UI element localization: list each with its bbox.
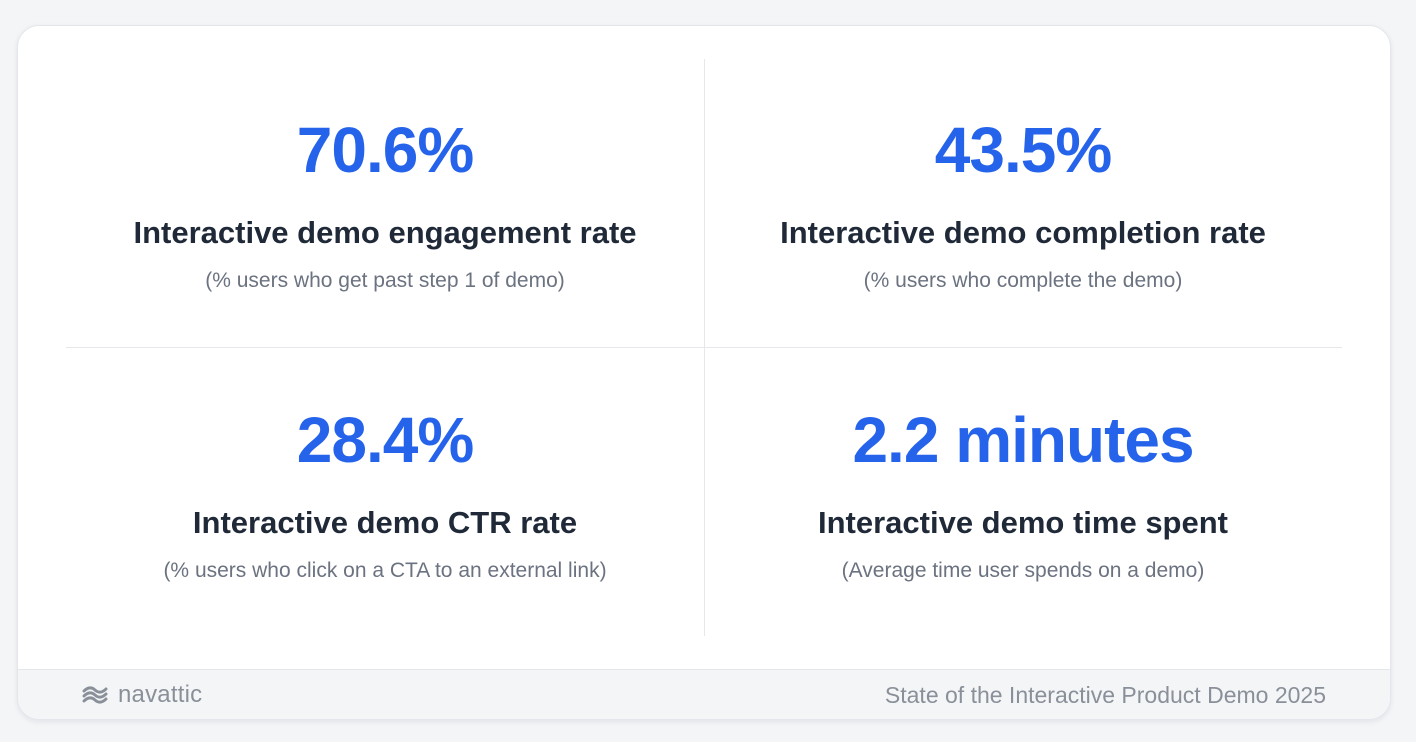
stat-label: Interactive demo completion rate (780, 215, 1266, 250)
horizontal-divider (66, 347, 1342, 348)
stat-value: 43.5% (934, 114, 1112, 186)
stat-value: 2.2 minutes (852, 404, 1194, 476)
stat-completion-rate: 43.5% Interactive demo completion rate (… (704, 118, 1342, 293)
navattic-logo-icon (82, 686, 108, 704)
stat-engagement-rate: 70.6% Interactive demo engagement rate (… (66, 118, 704, 293)
stats-grid: 70.6% Interactive demo engagement rate (… (18, 26, 1390, 669)
stat-note: (Average time user spends on a demo) (841, 559, 1205, 583)
report-title: State of the Interactive Product Demo 20… (884, 682, 1326, 708)
stat-label: Interactive demo CTR rate (192, 505, 578, 540)
stat-note: (% users who get past step 1 of demo) (205, 269, 565, 293)
stat-note: (% users who click on a CTA to an extern… (163, 559, 607, 583)
stat-value: 70.6% (296, 114, 474, 186)
stat-ctr-rate: 28.4% Interactive demo CTR rate (% users… (66, 408, 704, 583)
brand-name: navattic (118, 681, 203, 708)
stat-label: Interactive demo engagement rate (133, 215, 637, 250)
stat-time-spent: 2.2 minutes Interactive demo time spent … (704, 408, 1342, 583)
card-footer: navattic State of the Interactive Produc… (18, 669, 1390, 719)
stat-label: Interactive demo time spent (817, 505, 1228, 540)
stat-value: 28.4% (296, 404, 474, 476)
stats-card: 70.6% Interactive demo engagement rate (… (17, 25, 1391, 720)
brand-logo[interactable]: navattic (82, 681, 203, 708)
stat-note: (% users who complete the demo) (863, 269, 1183, 293)
